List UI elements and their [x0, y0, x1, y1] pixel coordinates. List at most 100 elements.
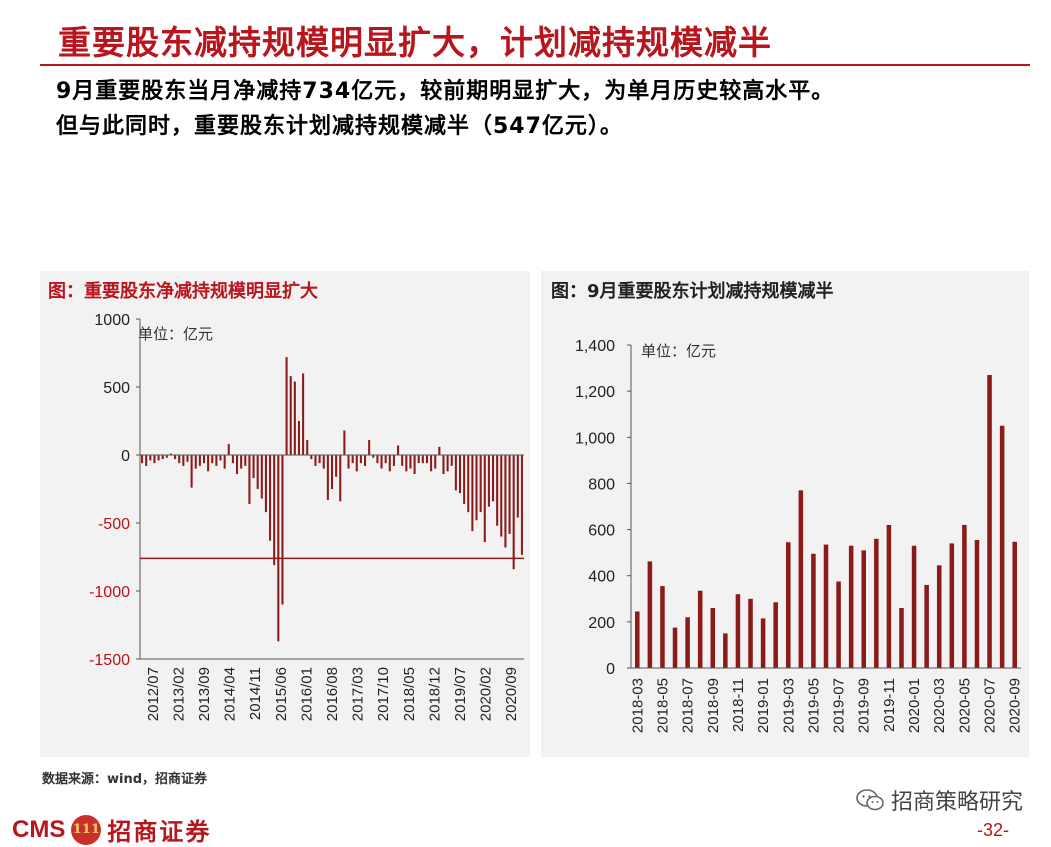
bar: [421, 455, 424, 464]
bar: [244, 455, 247, 466]
x-tick-label: 2019/07: [452, 667, 469, 721]
bar: [874, 538, 879, 668]
logo-badge-icon: 111: [71, 814, 102, 845]
bar: [735, 594, 741, 668]
chart-panel-planned-reduction: 图：9月重要股东计划减持规模减半 单位：亿元 0 200 400 600 800 1,000 1…: [541, 271, 1029, 757]
bar: [467, 455, 470, 513]
bar: [211, 455, 214, 464]
bar: [368, 440, 371, 455]
unit-label: 单位：亿元: [641, 342, 716, 360]
bar: [760, 618, 766, 668]
data-source: 数据来源：wind，招商证券: [42, 772, 208, 787]
bar: [380, 455, 383, 469]
bar: [240, 455, 243, 469]
bar: [446, 455, 449, 472]
x-tick-label: 2017/03: [350, 667, 367, 721]
bar: [384, 455, 387, 464]
bar: [169, 453, 172, 455]
bar: [339, 455, 342, 502]
bar: [496, 455, 499, 526]
bar: [999, 425, 1005, 668]
bar: [508, 455, 511, 534]
bar: [306, 440, 309, 455]
x-tick-label: 2018-03: [629, 678, 646, 733]
x-tick-label: 2018-07: [680, 678, 697, 733]
x-tick-label: 2014/11: [247, 667, 264, 720]
bar: [463, 455, 466, 504]
bar: [293, 381, 296, 455]
page-title: 重要股东减持规模明显扩大，计划减持规模减半: [58, 23, 772, 62]
wechat-icon: [856, 789, 884, 811]
bar: [198, 455, 201, 466]
bar: [264, 455, 267, 513]
summary-text: 9月重要股东当月净减持734亿元，较前期明显扩大，为单月历史较高水平。 但与此同…: [56, 74, 834, 144]
bar: [322, 455, 325, 469]
y-tick-label: 1000: [94, 312, 130, 329]
y-tick-label: 1,000: [575, 430, 615, 447]
bar: [471, 455, 474, 532]
y-tick-label: 500: [103, 380, 130, 397]
chart-title: 图：9月重要股东计划减持规模减半: [551, 280, 834, 302]
wechat-account: 招商策略研究: [855, 784, 1023, 816]
bar: [401, 455, 404, 466]
bar: [314, 455, 317, 466]
bar: [302, 373, 305, 455]
x-tick-label: 2018-11: [730, 678, 747, 732]
bar: [236, 455, 239, 475]
x-tick-label: 2018-09: [705, 678, 722, 733]
bar: [405, 455, 408, 472]
x-tick-label: 2015/06: [273, 667, 290, 721]
bar: [504, 455, 507, 548]
bar: [487, 455, 490, 507]
logo-badge-text: 111: [72, 822, 100, 837]
bar: [186, 455, 189, 462]
bar: [710, 608, 716, 668]
bar: [512, 455, 515, 570]
bar: [335, 455, 338, 477]
x-tick-label: 2016/01: [298, 667, 315, 721]
bar: [141, 455, 144, 464]
bar: [194, 455, 197, 469]
bar: [355, 455, 358, 472]
bar: [660, 586, 665, 668]
bar: [190, 455, 193, 488]
y-tick-label: -1000: [89, 584, 130, 601]
bar: [520, 455, 523, 555]
y-tick-label: 200: [588, 615, 615, 632]
bar: [454, 455, 457, 491]
bar: [974, 539, 980, 668]
bar: [672, 627, 678, 668]
x-tick-label: 2019-07: [831, 678, 848, 733]
bar: [748, 598, 753, 668]
bar: [174, 455, 177, 460]
x-tick-label: 2019-11: [881, 678, 898, 732]
bar: [149, 455, 152, 461]
bar: [434, 455, 437, 469]
company-logo: CMS 111 招商证券: [12, 812, 211, 847]
page-number: -32-: [976, 820, 1009, 840]
x-tick-label: 2020/02: [478, 667, 495, 721]
bar: [413, 455, 416, 475]
x-tick-label: 2018-05: [654, 678, 671, 733]
bar: [647, 561, 653, 668]
bar: [289, 376, 292, 455]
x-tick-label: 2018/05: [401, 667, 418, 721]
bar: [1012, 541, 1017, 668]
bar: [500, 455, 503, 537]
bar: [458, 455, 462, 494]
bar: [231, 455, 234, 464]
x-tick-label: 2014/04: [222, 667, 239, 721]
bar: [430, 455, 433, 472]
bar: [823, 544, 829, 668]
bar: [785, 542, 791, 668]
x-tick-label: 2019-01: [755, 678, 772, 733]
bar: [215, 455, 218, 466]
bar: [260, 455, 263, 499]
x-tick-label: 2020-07: [982, 678, 999, 733]
x-tick-label: 2020-05: [956, 678, 973, 733]
bar: [479, 455, 482, 513]
logo-cn-text: 招商证券: [107, 817, 212, 846]
bar: [223, 455, 226, 469]
bar: [359, 455, 362, 464]
